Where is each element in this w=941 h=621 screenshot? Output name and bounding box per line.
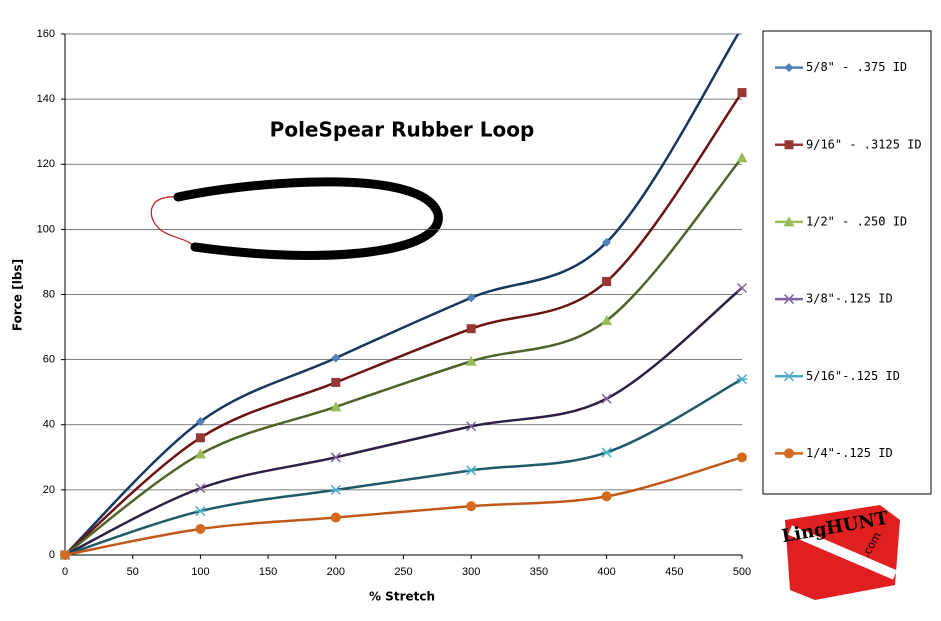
- legend-marker: [784, 448, 794, 459]
- marker: [330, 452, 341, 463]
- y-tick-label: 160: [37, 28, 55, 40]
- marker: [466, 324, 476, 334]
- marker: [331, 353, 341, 363]
- legend-label: 9/16" - .3125 ID: [806, 137, 922, 151]
- series-line: [64, 34, 740, 556]
- marker: [465, 355, 477, 366]
- marker: [602, 237, 612, 247]
- x-tick-label: 450: [665, 566, 683, 578]
- y-tick-label: 60: [43, 354, 55, 366]
- marker: [194, 506, 206, 517]
- y-tick-label: 0: [49, 549, 55, 561]
- marker: [194, 448, 206, 459]
- series-line: [64, 287, 743, 557]
- legend-marker: [784, 63, 794, 73]
- marker: [330, 512, 341, 523]
- marker: [601, 491, 612, 502]
- series-line: [64, 378, 743, 557]
- x-tick-label: 0: [62, 566, 68, 578]
- marker: [466, 421, 477, 432]
- marker: [601, 315, 613, 326]
- x-tick-label: 150: [259, 566, 277, 578]
- x-tick-label: 300: [462, 566, 480, 578]
- marker: [602, 276, 612, 286]
- marker: [736, 282, 748, 294]
- legend-marker: [784, 140, 794, 150]
- legend-label: 1/2" - .250 ID: [806, 214, 907, 228]
- marker: [465, 465, 477, 476]
- marker: [466, 293, 476, 303]
- legend-label: 1/4"-.125 ID: [806, 446, 893, 460]
- series-line: [64, 91, 744, 556]
- y-tick-label: 140: [37, 93, 55, 105]
- marker: [60, 550, 70, 560]
- x-tick-label: 50: [127, 566, 139, 578]
- legend-label: 3/8"-.125 ID: [806, 292, 893, 306]
- legend-box: [762, 30, 932, 495]
- x-tick-label: 400: [597, 566, 615, 578]
- legend-marker: [783, 371, 795, 382]
- y-tick-label: 120: [37, 158, 55, 170]
- y-tick-label: 20: [43, 484, 55, 496]
- marker: [737, 452, 747, 463]
- marker: [330, 401, 342, 412]
- marker: [736, 374, 748, 385]
- marker: [601, 447, 613, 458]
- y-tick-label: 100: [37, 223, 55, 235]
- marker: [195, 523, 206, 534]
- chart-title: PoleSpear Rubber Loop: [270, 118, 535, 142]
- series-line: [64, 456, 743, 557]
- plot-area: [60, 34, 748, 560]
- y-tick-label: 80: [43, 288, 55, 300]
- marker: [737, 88, 747, 98]
- series-line: [64, 156, 743, 557]
- x-tick-label: 200: [327, 566, 345, 578]
- legend-label: 5/16"-.125 ID: [806, 369, 900, 383]
- logo-stripe: [788, 525, 897, 580]
- marker: [330, 484, 342, 495]
- y-axis-title: Force [lbs]: [11, 259, 25, 331]
- marker: [195, 433, 205, 443]
- x-tick-label: 500: [733, 566, 751, 578]
- legend-label: 5/8" - .375 ID: [806, 60, 907, 74]
- marker: [736, 152, 748, 163]
- x-tick-label: 350: [530, 566, 548, 578]
- legend-marker: [783, 216, 795, 227]
- marker: [601, 393, 612, 404]
- loop-cord: [150, 196, 196, 248]
- rubber-loop: [173, 177, 443, 260]
- marker: [466, 501, 477, 512]
- logo: LingHUNT .com: [780, 505, 900, 600]
- marker: [195, 416, 205, 426]
- marker: [195, 483, 206, 494]
- marker: [331, 377, 341, 387]
- x-tick-label: 100: [191, 566, 209, 578]
- y-tick-label: 40: [43, 419, 55, 431]
- legend-marker: [783, 294, 795, 305]
- x-axis-title: % Stretch: [369, 590, 435, 604]
- x-tick-label: 250: [394, 566, 412, 578]
